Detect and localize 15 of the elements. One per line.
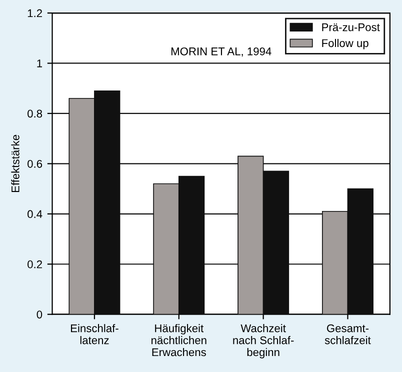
y-tick-label: 0.8 <box>28 110 42 118</box>
x-tick-label: Gesamt- schlafzeit <box>324 324 371 344</box>
annotation: MORIN ET AL, 1994 <box>171 47 272 57</box>
legend-label: Follow up <box>322 38 368 50</box>
y-axis-title: Effektstärke <box>11 134 20 192</box>
legend-label: Prä-zu-Post <box>322 23 380 32</box>
x-tick-label: Häufigkeit nächtlichen Erwachens <box>152 324 206 356</box>
y-tick-label: 0.4 <box>28 210 42 218</box>
x-tick-label: Wachzeit nach Schlaf- beginn <box>233 324 294 358</box>
y-tick-label: 1.2 <box>28 9 42 18</box>
y-tick-label: 0.6 <box>28 160 42 168</box>
y-tick-label: 0.2 <box>28 260 42 268</box>
x-tick-label: Einschlaf- latenz <box>70 324 118 344</box>
y-tick-label: 1 <box>37 60 42 68</box>
y-tick-label: 0 <box>36 310 42 318</box>
